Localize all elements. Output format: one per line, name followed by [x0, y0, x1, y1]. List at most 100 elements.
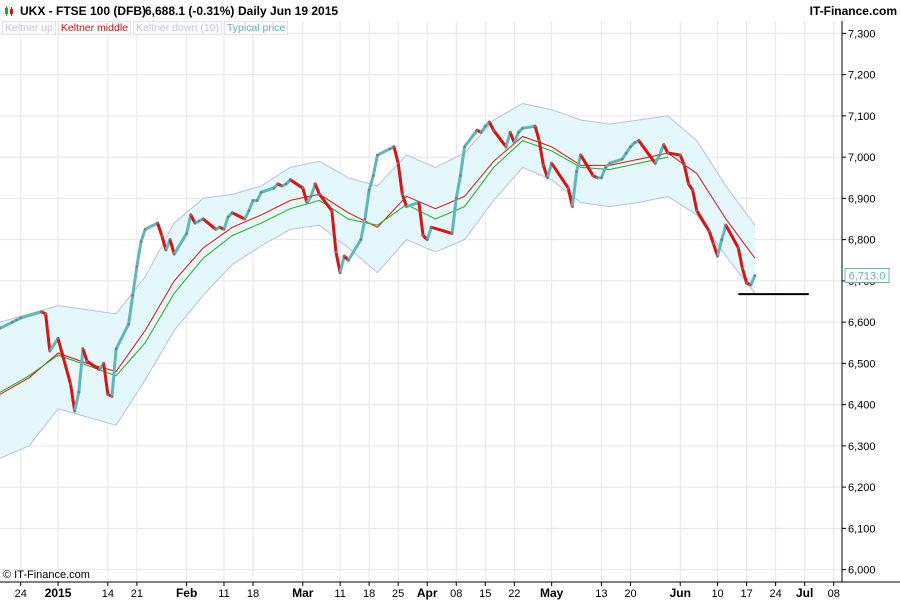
typical-price-point: [15, 318, 18, 322]
typical-price-segment: [682, 163, 691, 186]
typical-price-segment: [450, 196, 458, 235]
typical-price-point: [193, 221, 197, 225]
typical-price-segment: [259, 186, 276, 194]
typical-price-point: [272, 186, 275, 190]
typical-price-point: [712, 242, 715, 245]
typical-price-segment: [48, 337, 60, 353]
typical-price-segment: [334, 250, 342, 275]
typical-price-series: [0, 120, 757, 413]
typical-price-segment: [512, 130, 520, 145]
y-tick-label: 6,300: [848, 441, 876, 453]
typical-price-segment: [19, 310, 43, 320]
typical-price-segment: [185, 213, 193, 235]
typical-price-point: [687, 182, 690, 186]
typical-price-segment: [575, 153, 583, 174]
typical-price-segment: [504, 130, 512, 149]
typical-price-segment: [85, 359, 102, 372]
typical-price-point: [421, 234, 425, 237]
typical-price-segment: [135, 240, 143, 268]
typical-price-point: [426, 238, 429, 241]
typical-price-point: [11, 320, 14, 324]
typical-price-point: [396, 162, 400, 165]
typical-price-point: [521, 127, 524, 130]
typical-price-point: [666, 151, 669, 155]
typical-price-segment: [102, 361, 110, 396]
typical-price-point: [376, 153, 379, 157]
typical-price-point: [691, 188, 694, 192]
typical-price-segment: [359, 217, 367, 242]
typical-price-segment: [396, 161, 404, 196]
typical-price-point: [388, 147, 392, 151]
typical-price-point: [405, 205, 408, 208]
typical-price-point: [85, 360, 89, 363]
legend-keltner-middle[interactable]: Keltner middle: [57, 21, 131, 35]
typical-price-point: [637, 139, 640, 142]
x-tick-label: Jul: [796, 586, 813, 600]
typical-price-point: [284, 182, 288, 186]
typical-price-segment: [81, 347, 89, 363]
typical-price-point: [289, 178, 292, 182]
typical-price-segment: [338, 254, 346, 275]
typical-price-point: [189, 213, 192, 217]
keltner-band: [0, 103, 755, 459]
typical-price-point: [401, 193, 404, 196]
x-tick-label: 25: [392, 588, 404, 600]
typical-price-point: [197, 219, 201, 223]
typical-price-point: [44, 312, 47, 316]
typical-price-segment: [156, 221, 164, 237]
y-tick-label: 6,400: [848, 400, 876, 412]
typical-price-point: [114, 347, 118, 351]
typical-price-point: [567, 186, 570, 190]
typical-price-segment: [404, 201, 421, 209]
typical-price-point: [633, 141, 636, 144]
x-tick-label: 11: [218, 588, 229, 600]
legend-typical-price[interactable]: Typical price: [223, 21, 289, 35]
typical-price-segment: [521, 124, 537, 130]
legend-keltner-up[interactable]: Keltner up: [2, 21, 56, 35]
typical-price-point: [218, 226, 222, 229]
indicator-lines: [0, 102, 756, 459]
x-tick-label: 18: [247, 588, 259, 600]
typical-price-segment: [247, 198, 255, 213]
typical-price-segment: [243, 209, 251, 221]
keltner-up-line: [0, 102, 756, 323]
brand-label: IT-Finance.com: [809, 4, 897, 18]
typical-price-point: [139, 240, 143, 243]
typical-price-point: [488, 120, 491, 124]
typical-price-segment: [172, 231, 189, 256]
typical-price-point: [156, 221, 159, 225]
legend-keltner-down[interactable]: Keltner down (10): [133, 21, 222, 35]
typical-price-point: [301, 186, 304, 190]
typical-price-point: [629, 145, 632, 149]
typical-price-segment: [288, 178, 305, 190]
x-tick-label: 21: [131, 588, 143, 600]
typical-price-segment: [666, 151, 682, 157]
x-tick-label: 20: [624, 588, 636, 600]
typical-price-point: [695, 209, 699, 212]
chart-legend: Keltner up Keltner middle Keltner down (…: [2, 21, 289, 35]
typical-price-point: [550, 162, 553, 165]
typical-price-point: [164, 248, 168, 252]
keltner-band-fill: [0, 103, 755, 459]
y-tick-label: 6,100: [848, 523, 876, 535]
x-tick-label: 14: [102, 588, 114, 600]
typical-price-point: [492, 129, 495, 132]
y-tick-label: 7,300: [848, 28, 876, 40]
keltner-middle-line: [0, 135, 756, 395]
typical-price-point: [749, 283, 752, 287]
symbol-title: UKX - FTSE 100 (DFB): [20, 4, 147, 18]
typical-price-point: [73, 409, 76, 413]
typical-price-point: [372, 174, 375, 177]
y-tick-label: 6,500: [848, 358, 876, 370]
typical-price-point: [450, 232, 454, 235]
x-tick-label: May: [540, 586, 564, 600]
typical-price-segment: [367, 174, 375, 192]
typical-price-point: [334, 250, 338, 254]
typical-price-point: [579, 153, 582, 157]
typical-price-point: [662, 143, 665, 146]
typical-price-segment: [417, 201, 425, 237]
period-date: Daily Jun 19 2015: [238, 4, 339, 18]
last-value-label: 6,713.0: [849, 271, 886, 283]
typical-price-segment: [546, 161, 554, 180]
